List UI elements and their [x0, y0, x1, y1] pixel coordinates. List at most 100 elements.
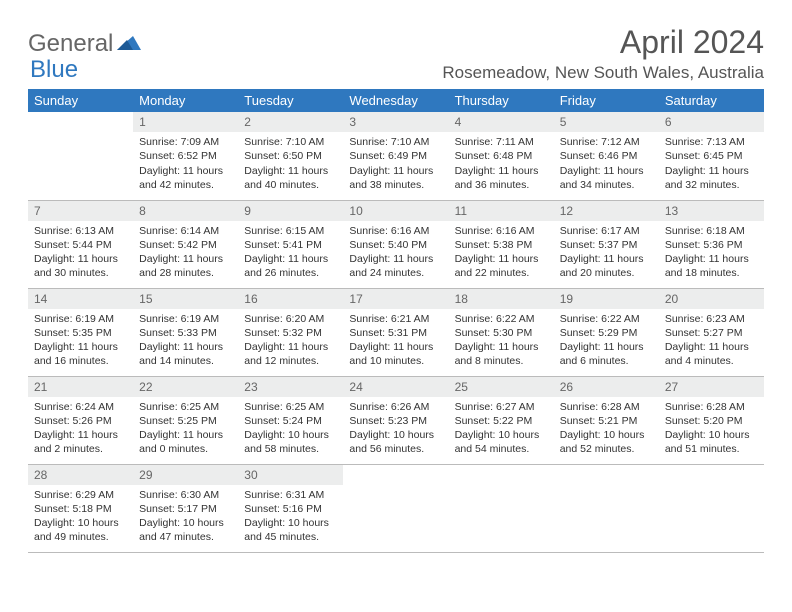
- day-cell: 29Sunrise: 6:30 AMSunset: 5:17 PMDayligh…: [133, 464, 238, 552]
- sunrise-text: Sunrise: 6:20 AM: [244, 312, 337, 326]
- day-cell: [659, 464, 764, 552]
- sunrise-text: Sunrise: 6:22 AM: [455, 312, 548, 326]
- sunset-text: Sunset: 5:26 PM: [34, 414, 127, 428]
- day-cell: 9Sunrise: 6:15 AMSunset: 5:41 PMDaylight…: [238, 200, 343, 288]
- sunset-text: Sunset: 6:46 PM: [560, 149, 653, 163]
- sunset-text: Sunset: 5:18 PM: [34, 502, 127, 516]
- week-row: 28Sunrise: 6:29 AMSunset: 5:18 PMDayligh…: [28, 464, 764, 552]
- logo: General: [28, 24, 143, 58]
- day-number: 15: [133, 289, 238, 309]
- daylight-text: Daylight: 11 hours and 40 minutes.: [244, 164, 337, 192]
- day-cell: 18Sunrise: 6:22 AMSunset: 5:30 PMDayligh…: [449, 288, 554, 376]
- week-row: 14Sunrise: 6:19 AMSunset: 5:35 PMDayligh…: [28, 288, 764, 376]
- sunrise-text: Sunrise: 6:26 AM: [349, 400, 442, 414]
- sunrise-text: Sunrise: 6:30 AM: [139, 488, 232, 502]
- day-number: 27: [659, 377, 764, 397]
- weekday-header: Wednesday: [343, 89, 448, 112]
- sunset-text: Sunset: 6:52 PM: [139, 149, 232, 163]
- daylight-text: Daylight: 11 hours and 30 minutes.: [34, 252, 127, 280]
- sunset-text: Sunset: 5:31 PM: [349, 326, 442, 340]
- sunset-text: Sunset: 5:25 PM: [139, 414, 232, 428]
- day-content: Sunrise: 6:22 AMSunset: 5:30 PMDaylight:…: [449, 309, 554, 373]
- sunrise-text: Sunrise: 7:12 AM: [560, 135, 653, 149]
- day-content: Sunrise: 6:27 AMSunset: 5:22 PMDaylight:…: [449, 397, 554, 461]
- day-content: Sunrise: 6:21 AMSunset: 5:31 PMDaylight:…: [343, 309, 448, 373]
- day-cell: 30Sunrise: 6:31 AMSunset: 5:16 PMDayligh…: [238, 464, 343, 552]
- daylight-text: Daylight: 11 hours and 14 minutes.: [139, 340, 232, 368]
- header: General April 2024 Rosemeadow, New South…: [28, 24, 764, 83]
- day-number: 29: [133, 465, 238, 485]
- sunrise-text: Sunrise: 6:31 AM: [244, 488, 337, 502]
- day-number: 23: [238, 377, 343, 397]
- daylight-text: Daylight: 11 hours and 16 minutes.: [34, 340, 127, 368]
- day-number: 16: [238, 289, 343, 309]
- sunset-text: Sunset: 5:33 PM: [139, 326, 232, 340]
- sunset-text: Sunset: 5:16 PM: [244, 502, 337, 516]
- daylight-text: Daylight: 11 hours and 18 minutes.: [665, 252, 758, 280]
- day-cell: 14Sunrise: 6:19 AMSunset: 5:35 PMDayligh…: [28, 288, 133, 376]
- sunset-text: Sunset: 5:42 PM: [139, 238, 232, 252]
- day-number: 24: [343, 377, 448, 397]
- day-cell: 20Sunrise: 6:23 AMSunset: 5:27 PMDayligh…: [659, 288, 764, 376]
- day-content: Sunrise: 6:19 AMSunset: 5:35 PMDaylight:…: [28, 309, 133, 373]
- day-cell: 6Sunrise: 7:13 AMSunset: 6:45 PMDaylight…: [659, 112, 764, 200]
- sunset-text: Sunset: 5:35 PM: [34, 326, 127, 340]
- day-number: 7: [28, 201, 133, 221]
- sunset-text: Sunset: 6:48 PM: [455, 149, 548, 163]
- sunset-text: Sunset: 5:36 PM: [665, 238, 758, 252]
- sunset-text: Sunset: 5:44 PM: [34, 238, 127, 252]
- sunrise-text: Sunrise: 6:28 AM: [560, 400, 653, 414]
- logo-text-blue: Blue: [30, 56, 78, 84]
- daylight-text: Daylight: 11 hours and 12 minutes.: [244, 340, 337, 368]
- day-number: 13: [659, 201, 764, 221]
- day-number: 2: [238, 112, 343, 132]
- sunset-text: Sunset: 6:50 PM: [244, 149, 337, 163]
- day-number: 26: [554, 377, 659, 397]
- day-content: Sunrise: 7:12 AMSunset: 6:46 PMDaylight:…: [554, 132, 659, 196]
- day-number: 12: [554, 201, 659, 221]
- daylight-text: Daylight: 11 hours and 22 minutes.: [455, 252, 548, 280]
- day-content: Sunrise: 6:26 AMSunset: 5:23 PMDaylight:…: [343, 397, 448, 461]
- sunrise-text: Sunrise: 7:10 AM: [349, 135, 442, 149]
- day-cell: 28Sunrise: 6:29 AMSunset: 5:18 PMDayligh…: [28, 464, 133, 552]
- sunrise-text: Sunrise: 6:22 AM: [560, 312, 653, 326]
- location-text: Rosemeadow, New South Wales, Australia: [442, 63, 764, 83]
- daylight-text: Daylight: 11 hours and 26 minutes.: [244, 252, 337, 280]
- day-number: 4: [449, 112, 554, 132]
- daylight-text: Daylight: 10 hours and 56 minutes.: [349, 428, 442, 456]
- sunrise-text: Sunrise: 6:25 AM: [139, 400, 232, 414]
- day-cell: 27Sunrise: 6:28 AMSunset: 5:20 PMDayligh…: [659, 376, 764, 464]
- day-content: Sunrise: 6:30 AMSunset: 5:17 PMDaylight:…: [133, 485, 238, 549]
- sunrise-text: Sunrise: 6:29 AM: [34, 488, 127, 502]
- weekday-header: Monday: [133, 89, 238, 112]
- day-number: 25: [449, 377, 554, 397]
- page: General April 2024 Rosemeadow, New South…: [0, 0, 792, 573]
- daylight-text: Daylight: 10 hours and 54 minutes.: [455, 428, 548, 456]
- day-cell: 16Sunrise: 6:20 AMSunset: 5:32 PMDayligh…: [238, 288, 343, 376]
- day-number: 21: [28, 377, 133, 397]
- day-content: Sunrise: 6:20 AMSunset: 5:32 PMDaylight:…: [238, 309, 343, 373]
- daylight-text: Daylight: 11 hours and 32 minutes.: [665, 164, 758, 192]
- week-row: 7Sunrise: 6:13 AMSunset: 5:44 PMDaylight…: [28, 200, 764, 288]
- sunset-text: Sunset: 5:21 PM: [560, 414, 653, 428]
- weekday-header: Sunday: [28, 89, 133, 112]
- sunset-text: Sunset: 5:23 PM: [349, 414, 442, 428]
- daylight-text: Daylight: 11 hours and 34 minutes.: [560, 164, 653, 192]
- daylight-text: Daylight: 11 hours and 20 minutes.: [560, 252, 653, 280]
- day-number: 30: [238, 465, 343, 485]
- daylight-text: Daylight: 11 hours and 36 minutes.: [455, 164, 548, 192]
- day-number: 19: [554, 289, 659, 309]
- daylight-text: Daylight: 11 hours and 10 minutes.: [349, 340, 442, 368]
- daylight-text: Daylight: 11 hours and 24 minutes.: [349, 252, 442, 280]
- sunset-text: Sunset: 5:24 PM: [244, 414, 337, 428]
- weekday-header: Saturday: [659, 89, 764, 112]
- sunrise-text: Sunrise: 6:25 AM: [244, 400, 337, 414]
- sunset-text: Sunset: 5:30 PM: [455, 326, 548, 340]
- daylight-text: Daylight: 11 hours and 2 minutes.: [34, 428, 127, 456]
- day-cell: 8Sunrise: 6:14 AMSunset: 5:42 PMDaylight…: [133, 200, 238, 288]
- calendar-table: Sunday Monday Tuesday Wednesday Thursday…: [28, 89, 764, 553]
- daylight-text: Daylight: 10 hours and 49 minutes.: [34, 516, 127, 544]
- daylight-text: Daylight: 11 hours and 42 minutes.: [139, 164, 232, 192]
- daylight-text: Daylight: 10 hours and 47 minutes.: [139, 516, 232, 544]
- sunrise-text: Sunrise: 6:17 AM: [560, 224, 653, 238]
